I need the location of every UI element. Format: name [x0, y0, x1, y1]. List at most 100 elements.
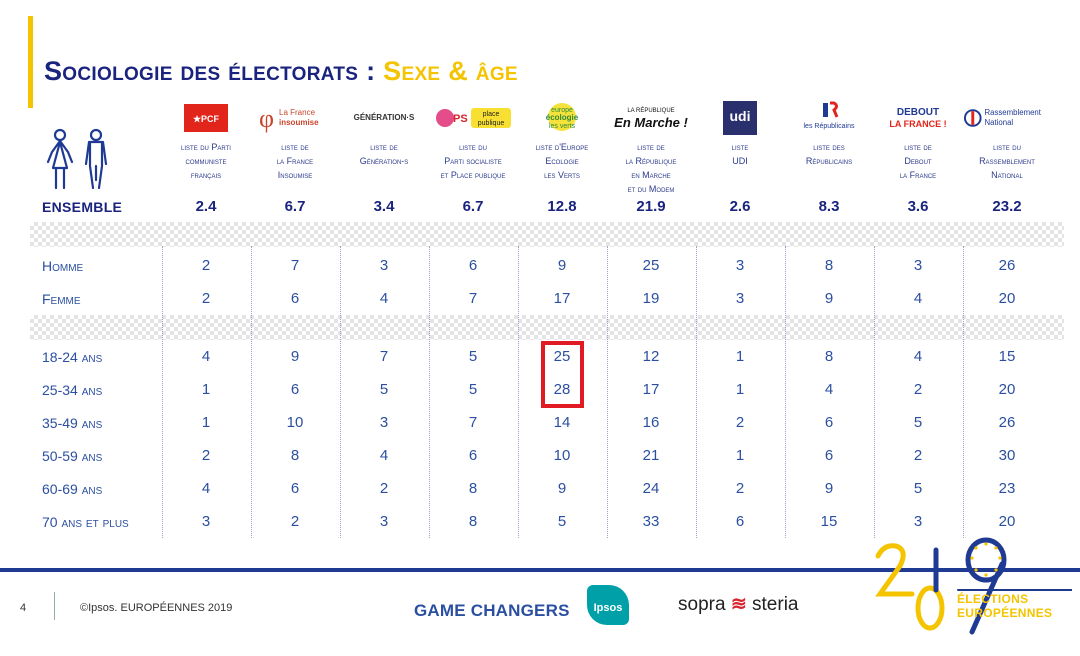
brand-line-1: ÉLECTIONS: [957, 592, 1029, 606]
party-logo-icon: europe écologie les verts: [518, 100, 606, 136]
table-cell: 5: [557, 513, 567, 530]
table-cell: 24: [642, 480, 660, 497]
column-divider: [429, 246, 430, 538]
column-divider: [251, 246, 252, 538]
table-cell: 3: [735, 257, 745, 274]
column-label: liste d'Europe Ecologie les Verts: [535, 142, 589, 180]
party-logo-icon: udi: [696, 100, 784, 136]
table-cell: 9: [557, 480, 567, 497]
column-header: ★PCF liste du Parti communiste français: [162, 100, 250, 182]
row-label-35-49: 35-49 ans: [42, 415, 103, 431]
table-cell: 3: [201, 513, 211, 530]
table-cell: 25: [642, 257, 660, 274]
table-cell: 6.7: [284, 198, 306, 215]
table-cell: 4: [824, 381, 834, 398]
table-cell: 28: [553, 381, 571, 398]
sopra-text: sopra: [678, 594, 726, 615]
table-cell: 6: [468, 257, 478, 274]
table-cell: 2: [735, 414, 745, 431]
separator-band: [30, 315, 1064, 340]
column-label: liste de Génération-s: [359, 142, 409, 166]
table-cell: 2.4: [195, 198, 217, 215]
sopra-steria-logo: sopra ≋ steria: [678, 593, 798, 616]
column-label: liste des Républicains: [805, 142, 853, 166]
column-header: φ La France insoumise liste de la France In…: [251, 100, 339, 182]
title-accent-bar: [28, 16, 33, 108]
party-logo-icon: ★PCF: [162, 100, 250, 136]
page-number: 4: [20, 602, 27, 614]
table-cell: 2: [735, 480, 745, 497]
table-cell: 6: [290, 480, 300, 497]
title-part-2: Sexe & âge: [383, 56, 518, 86]
table-cell: 6: [824, 447, 834, 464]
table-cell: 17: [642, 381, 660, 398]
svg-text:★PCF: ★PCF: [193, 114, 220, 124]
svg-text:En Marche !: En Marche !: [614, 115, 688, 130]
row-label-homme: Homme: [42, 258, 84, 274]
table-cell: 6: [290, 290, 300, 307]
man-woman-icon: [46, 128, 108, 190]
table-cell: 7: [468, 290, 478, 307]
table-cell: 20: [998, 513, 1016, 530]
table-cell: 2: [913, 447, 923, 464]
svg-text:GÉNÉRATION·S: GÉNÉRATION·S: [354, 113, 415, 122]
table-cell: 8: [468, 513, 478, 530]
column-divider: [963, 246, 964, 538]
table-cell: 30: [998, 447, 1016, 464]
table-cell: 12: [642, 348, 660, 365]
row-label-25-34: 25-34 ans: [42, 382, 103, 398]
column-header: LA RÉPUBLIQUE En Marche ! liste de la Répu…: [607, 100, 695, 196]
sopra-mark-icon: ≋: [730, 594, 747, 615]
table-cell: 23: [998, 480, 1016, 497]
table-cell: 6: [290, 381, 300, 398]
table-cell: 8: [468, 480, 478, 497]
table-cell: 20: [998, 290, 1016, 307]
table-cell: 4: [913, 290, 923, 307]
svg-text:La France: La France: [279, 108, 316, 117]
table-cell: 8.3: [818, 198, 840, 215]
table-cell: 4: [379, 447, 389, 464]
table-cell: 7: [290, 257, 300, 274]
column-header: Rassemblement National liste du Rassemblem…: [963, 100, 1051, 182]
page-title: Sociologie des électorats : Sexe & âge: [44, 56, 518, 87]
svg-text:publique: publique: [478, 120, 505, 127]
svg-text:place: place: [483, 111, 500, 118]
table-cell: 33: [642, 513, 660, 530]
highlight-box: [541, 341, 584, 408]
table-cell: 8: [824, 257, 834, 274]
table-cell: 5: [468, 381, 478, 398]
svg-text:LA RÉPUBLIQUE: LA RÉPUBLIQUE: [627, 107, 674, 114]
ipsos-logo: Ipsos: [587, 585, 629, 625]
table-cell: 25: [553, 348, 571, 365]
title-part-1: Sociologie des électorats :: [44, 56, 384, 86]
table-cell: 19: [642, 290, 660, 307]
table-cell: 12.8: [547, 198, 577, 215]
table-cell: 5: [913, 414, 923, 431]
svg-text:PS: PS: [453, 113, 468, 125]
table-cell: 2: [201, 257, 211, 274]
table-cell: 7: [468, 414, 478, 431]
table-cell: 3.4: [373, 198, 395, 215]
table-cell: 8: [290, 447, 300, 464]
table-cell: 4: [379, 290, 389, 307]
column-divider: [340, 246, 341, 538]
table-cell: 21.9: [636, 198, 666, 215]
table-cell: 1: [735, 381, 745, 398]
party-logo-icon: GÉNÉRATION·S: [340, 100, 428, 136]
row-label-50-59: 50-59 ans: [42, 448, 103, 464]
separator-band: [30, 222, 1064, 247]
table-cell: 6: [824, 414, 834, 431]
table-cell: 4: [913, 348, 923, 365]
table-cell: 23.2: [992, 198, 1022, 215]
game-changers-text: GAME CHANGERS: [414, 601, 570, 620]
table-cell: 3: [379, 257, 389, 274]
party-logo-icon: les Républicains: [785, 100, 873, 136]
table-cell: 7: [379, 348, 389, 365]
column-label: liste de la République en Marche et du M…: [625, 142, 677, 194]
elections-2019-logo: [875, 537, 1072, 635]
row-label-ensemble: ENSEMBLE: [42, 199, 123, 215]
column-label: liste du Parti socialiste et Place publi…: [440, 142, 506, 180]
brand-line-2: EUROPÉENNES: [957, 606, 1053, 620]
party-logo-icon: PS place publique: [429, 100, 517, 136]
table-cell: 5: [468, 348, 478, 365]
